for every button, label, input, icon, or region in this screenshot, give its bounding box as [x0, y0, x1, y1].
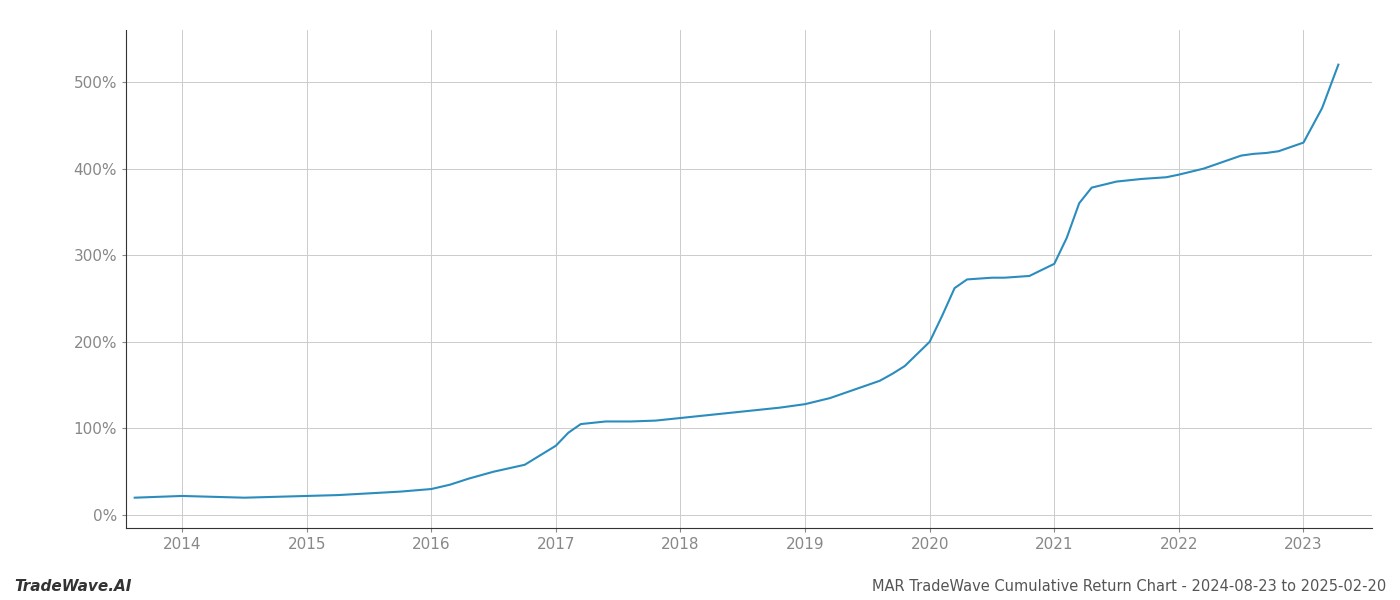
- Text: MAR TradeWave Cumulative Return Chart - 2024-08-23 to 2025-02-20: MAR TradeWave Cumulative Return Chart - …: [872, 579, 1386, 594]
- Text: TradeWave.AI: TradeWave.AI: [14, 579, 132, 594]
